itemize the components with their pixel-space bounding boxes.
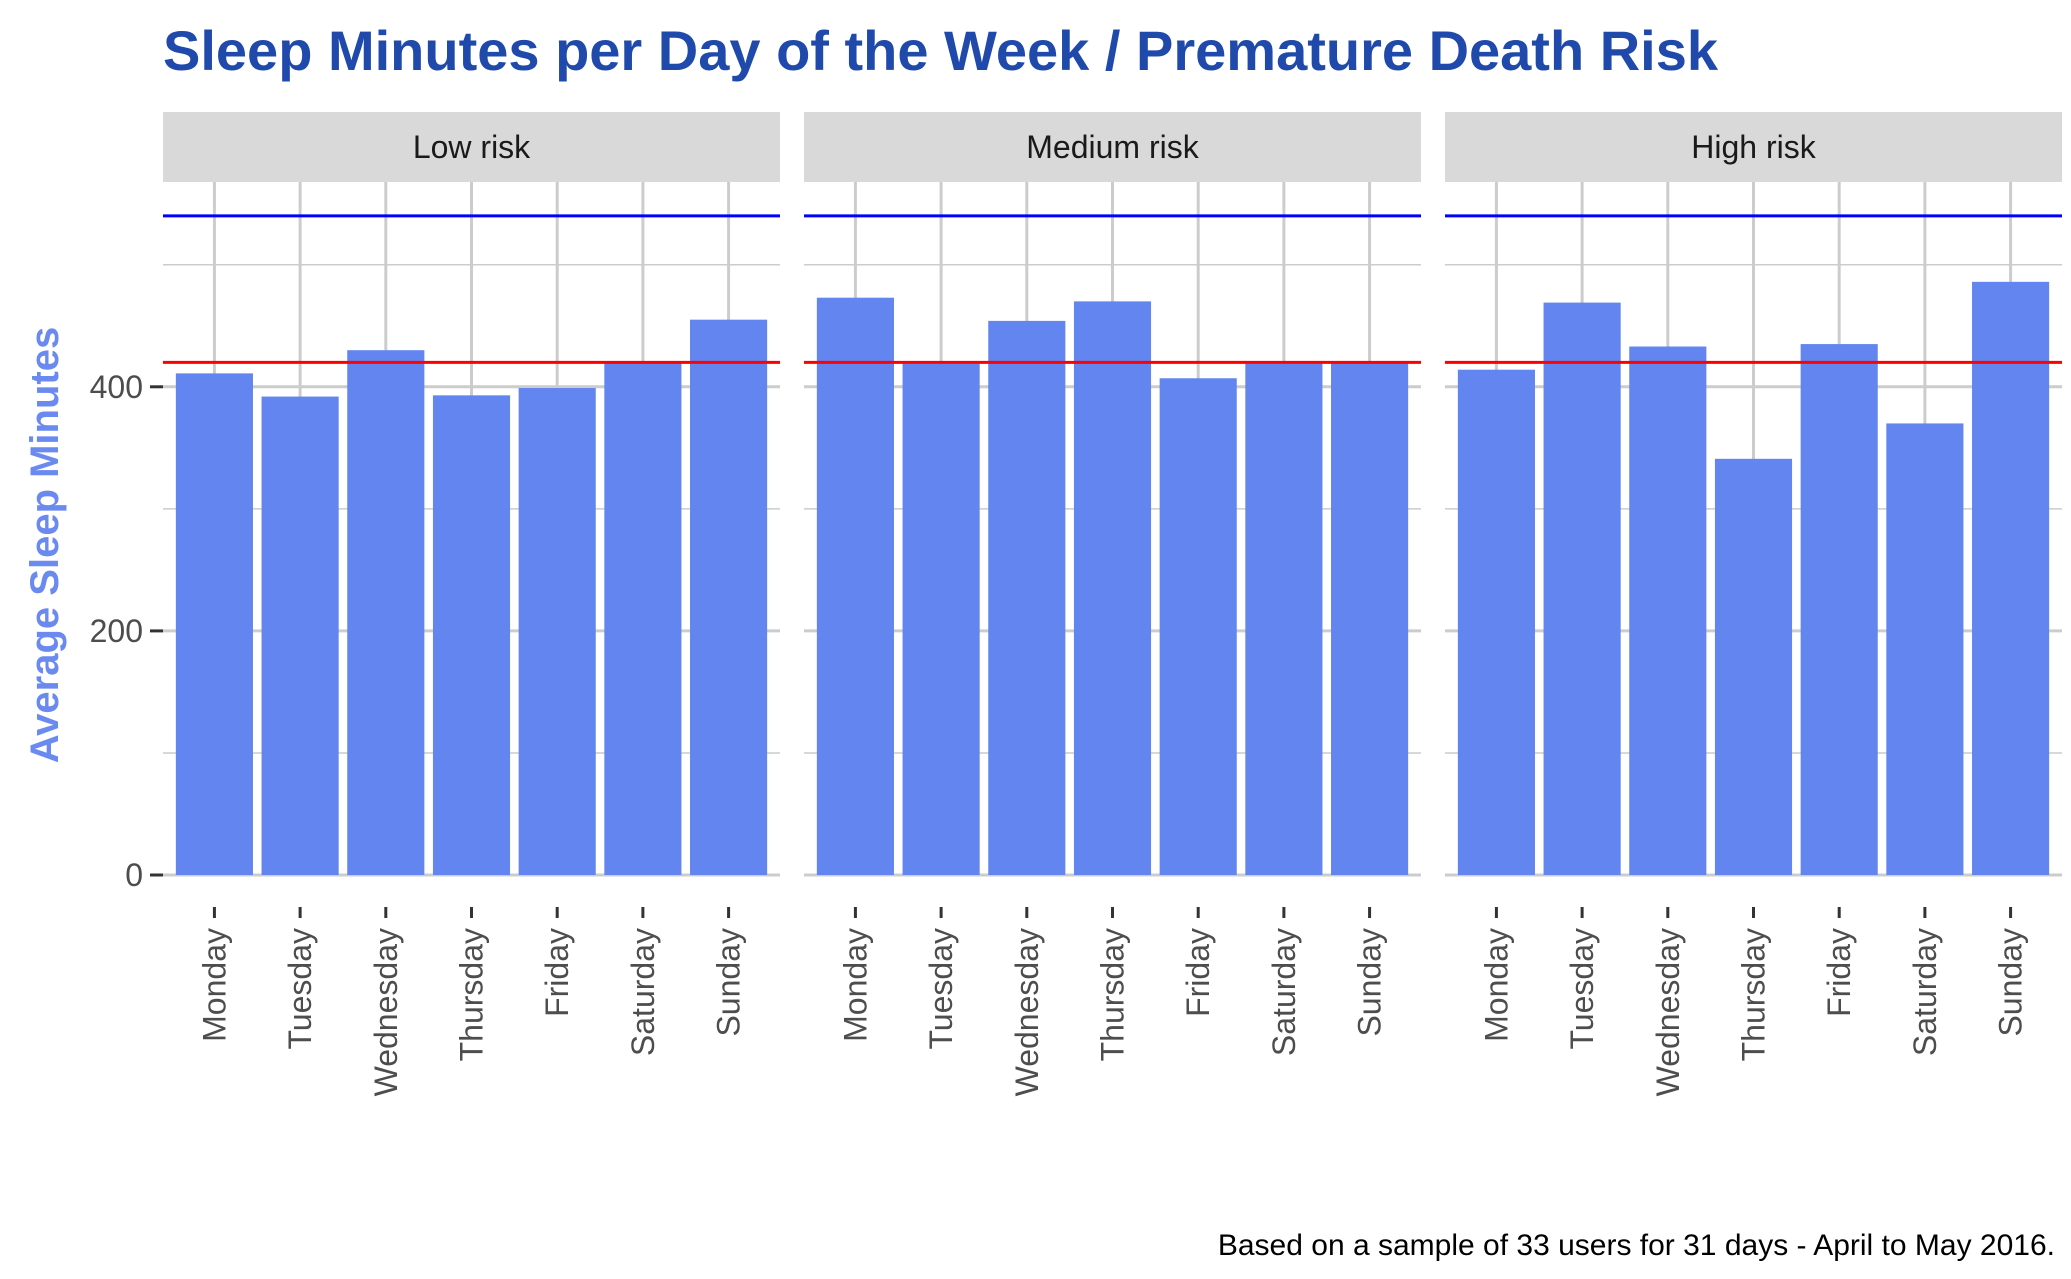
bar-saturday [1886,423,1964,875]
bar-friday [1159,378,1237,875]
panel-3: High risk Monday Tuesday Wednesday Thursday F… [1445,112,2062,1096]
x-tick-label: Sunday [711,928,747,1037]
chart-title: Sleep Minutes per Day of the Week / Prem… [163,19,1719,82]
x-tick-label: Tuesday [923,928,959,1050]
bar-tuesday [261,396,339,875]
x-tick-label: Saturday [1907,928,1943,1056]
bar-monday [816,297,894,875]
bar-wednesday [347,350,425,875]
bar-wednesday [1629,346,1707,875]
x-tick-label: Tuesday [282,928,318,1050]
x-tick-label: Saturday [625,928,661,1056]
bar-monday [175,373,253,875]
bar-sunday [1972,281,2050,875]
bar-sunday [690,319,768,875]
bar-tuesday [902,363,980,875]
bar-tuesday [1543,302,1621,875]
bars [175,319,768,875]
chart-caption: Based on a sample of 33 users for 31 day… [1218,1229,2055,1262]
y-tick-label: 400 [90,369,143,405]
bar-friday [1800,344,1878,875]
facet-strip [163,112,780,182]
x-tick-label: Friday [539,928,575,1017]
x-tick-label: Tuesday [1564,928,1600,1050]
bar-saturday [1245,363,1323,875]
bar-thursday [432,395,511,875]
bar-monday [1457,369,1535,875]
bars [1457,281,2050,875]
panel-2: Medium risk Monday Tuesday Wednesday Thursda… [804,112,1421,1096]
x-tick-label: Friday [1180,928,1216,1017]
bars [816,297,1409,875]
bar-thursday [1073,301,1152,875]
panels: Low risk Monday Tuesday Wednesday Thursday Fr… [163,112,2062,1096]
x-tick-label: Wednesday [1009,928,1045,1096]
panel-1: Low risk Monday Tuesday Wednesday Thursday Fr… [163,112,780,1096]
facet-label: High risk [1691,129,1816,165]
x-tick-label: Monday [196,928,232,1042]
x-axis: Monday Tuesday Wednesday Thursday Friday Satu… [1478,907,2029,1096]
x-tick-label: Wednesday [368,928,404,1096]
x-tick-label: Sunday [1993,928,2029,1037]
bar-saturday [604,361,682,875]
y-axis-label: Average Sleep Minutes [23,327,67,763]
x-tick-label: Saturday [1266,928,1302,1056]
x-tick-label: Thursday [1095,928,1131,1061]
bar-wednesday [988,320,1066,875]
y-tick-label: 0 [125,857,143,893]
facet-strip [1445,112,2062,182]
x-tick-label: Monday [837,928,873,1042]
facet-label: Low risk [413,129,531,165]
x-axis: Monday Tuesday Wednesday Thursday Friday Satu… [837,907,1388,1096]
y-tick-label: 200 [90,613,143,649]
bar-thursday [1714,458,1793,875]
x-tick-label: Friday [1821,928,1857,1017]
x-tick-label: Thursday [454,928,490,1061]
x-tick-label: Thursday [1736,928,1772,1061]
y-axis: 0 200 400 [90,369,163,893]
x-tick-label: Sunday [1352,928,1388,1037]
x-tick-label: Monday [1478,928,1514,1042]
bar-sunday [1331,361,1409,875]
x-axis: Monday Tuesday Wednesday Thursday Friday Satu… [196,907,747,1096]
facet-label: Medium risk [1026,129,1199,165]
x-tick-label: Wednesday [1650,928,1686,1096]
facet-strip [804,112,1421,182]
bar-friday [518,388,596,875]
